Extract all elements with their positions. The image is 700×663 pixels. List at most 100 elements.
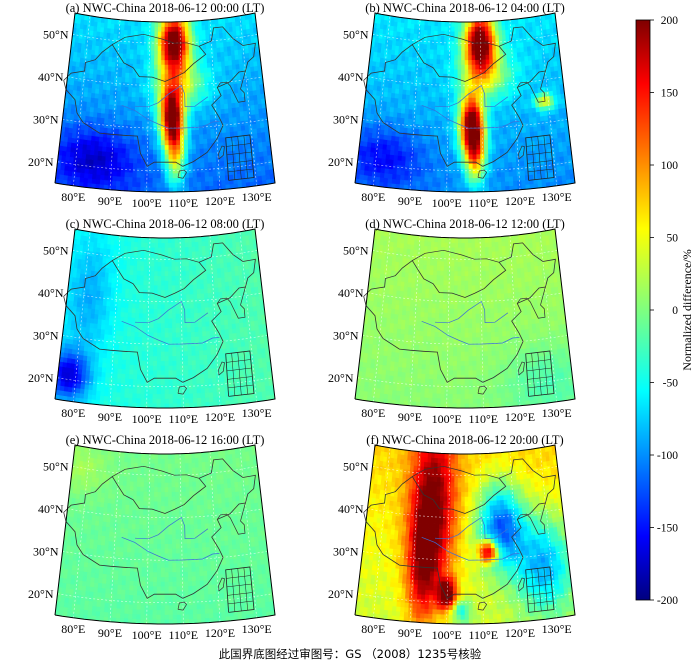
field-cell	[175, 106, 181, 112]
field-cell	[136, 172, 142, 178]
map-panel: (b) NWC-China 2018-06-12 04:00 (LT)20°N3…	[328, 1, 576, 210]
field-cell	[99, 299, 104, 306]
field-cell	[168, 59, 173, 65]
field-cell	[107, 75, 112, 81]
field-cell	[168, 139, 173, 146]
field-cell	[120, 316, 125, 322]
field-cell	[160, 365, 166, 371]
field-cell	[168, 186, 174, 193]
field-cell	[164, 31, 169, 37]
field-cell	[186, 77, 191, 84]
field-cell	[136, 58, 141, 65]
field-cell	[439, 91, 444, 98]
field-cell	[443, 63, 448, 70]
field-cell	[418, 71, 423, 78]
field-cell	[403, 127, 409, 133]
field-cell	[125, 67, 130, 74]
lon-tick-label: 100°E	[432, 196, 462, 210]
field-cell	[475, 115, 481, 122]
field-cell	[108, 60, 113, 67]
field-cell	[213, 51, 218, 58]
map-panel: (c) NWC-China 2018-06-12 08:00 (LT)20°N3…	[28, 217, 276, 426]
field-cell	[216, 42, 221, 48]
field-cell	[432, 181, 438, 188]
field-cell	[438, 101, 444, 107]
lat-tick-label: 40°N	[38, 70, 64, 84]
field-cell	[133, 44, 138, 50]
field-cell	[102, 304, 108, 311]
field-cell	[140, 388, 146, 394]
field-cell	[161, 289, 166, 296]
field-cell	[116, 386, 122, 393]
field-cell	[221, 179, 227, 186]
field-cell	[434, 25, 439, 32]
field-cell	[103, 243, 108, 249]
field-cell	[168, 130, 174, 136]
field-cell	[125, 72, 130, 78]
field-cell	[108, 113, 113, 120]
field-cell	[141, 364, 146, 371]
field-cell	[168, 163, 174, 169]
field-cell	[144, 241, 149, 248]
field-cell	[168, 106, 173, 112]
field-cell	[461, 59, 466, 65]
field-cell	[200, 162, 206, 168]
lon-tick-label: 120°E	[205, 194, 235, 208]
field-cell	[153, 130, 158, 136]
field-cell	[90, 139, 96, 146]
field-cell	[97, 375, 103, 382]
field-cell	[454, 26, 459, 32]
field-cell	[116, 180, 121, 187]
field-cell	[104, 117, 109, 124]
field-cell	[69, 156, 75, 163]
field-cell	[423, 29, 429, 36]
field-cell	[413, 147, 419, 153]
field-cell	[156, 158, 162, 165]
field-cell	[430, 129, 435, 135]
field-cell	[424, 86, 430, 92]
field-cell	[464, 120, 470, 127]
field-cell	[439, 63, 445, 70]
field-cell	[216, 103, 222, 110]
field-cell	[403, 131, 408, 138]
field-cell	[140, 44, 145, 51]
field-cell	[519, 155, 525, 162]
field-cell	[475, 49, 480, 56]
field-cell	[75, 387, 82, 394]
field-cell	[402, 88, 408, 95]
field-cell	[140, 397, 146, 404]
field-cell	[143, 49, 149, 56]
field-cell	[403, 179, 409, 186]
field-cell	[512, 33, 517, 39]
field-cell	[197, 20, 203, 26]
field-cell	[156, 360, 162, 366]
field-cell	[405, 155, 411, 162]
field-cell	[440, 172, 446, 178]
field-cell	[174, 35, 180, 42]
field-cell	[152, 393, 158, 399]
field-cell	[100, 107, 106, 114]
field-cell	[393, 59, 399, 66]
field-cell	[79, 133, 85, 140]
field-cell	[150, 63, 155, 70]
field-cell	[437, 25, 442, 32]
field-cell	[186, 91, 191, 98]
field-cell	[429, 152, 435, 159]
field-cell	[137, 129, 143, 136]
field-cell	[422, 133, 428, 140]
field-cell	[132, 387, 138, 394]
field-cell	[199, 138, 205, 145]
field-cell	[105, 319, 110, 326]
field-cell	[133, 354, 139, 361]
field-cell	[491, 25, 496, 32]
field-cell	[134, 345, 139, 352]
field-cell	[131, 302, 137, 309]
field-cell	[168, 388, 174, 395]
field-cell	[168, 322, 173, 329]
field-cell	[441, 148, 446, 155]
field-cell	[433, 138, 439, 145]
field-cell	[121, 368, 127, 375]
field-cell	[117, 147, 123, 154]
field-cell	[429, 148, 435, 154]
field-cell	[486, 110, 492, 117]
